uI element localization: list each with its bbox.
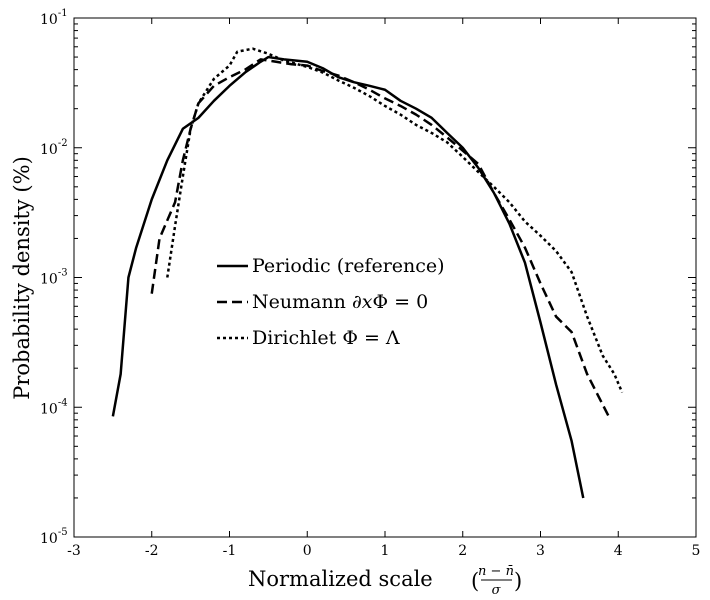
legend-label-periodic: Periodic (reference) <box>252 255 445 277</box>
series-line-dirichlet <box>166 47 624 393</box>
x-axis-label-denominator: σ <box>492 583 502 598</box>
x-tick-label: 5 <box>692 543 701 559</box>
x-tick-label: -2 <box>145 543 159 559</box>
series-line-periodic <box>111 55 585 499</box>
x-tick-label: 1 <box>381 543 390 559</box>
series-line-neumann <box>150 58 612 421</box>
y-tick-label: 10-1 <box>40 8 68 28</box>
legend: Periodic (reference) Neumann ∂xΦ = 0 Dir… <box>217 255 445 349</box>
x-tick-label: 3 <box>536 543 545 559</box>
x-tick-label: 4 <box>614 543 623 559</box>
y-tick-label: 10-3 <box>40 268 68 288</box>
y-tick-label: 10-2 <box>40 138 68 158</box>
x-tick-label: -1 <box>223 543 237 559</box>
y-tick-label: 10-5 <box>40 527 68 547</box>
axis-ticks <box>73 17 697 538</box>
y-tick-label: 10-4 <box>40 397 68 417</box>
x-axis-label: Normalized scale <box>248 567 433 591</box>
series-layer <box>111 47 624 499</box>
x-tick-label: 2 <box>458 543 467 559</box>
legend-label-dirichlet: Dirichlet Φ = Λ <box>252 327 400 349</box>
x-tick-label: 0 <box>303 543 312 559</box>
axis-tick-labels: -3 -2 -1 0 1 2 3 4 5 10-5 10-4 10-3 10-2 10-1 <box>40 8 700 559</box>
legend-label-neumann: Neumann ∂xΦ = 0 <box>252 291 428 313</box>
x-axis-label-numerator: n − n̄ <box>478 564 514 579</box>
x-axis-label-paren-close: ) <box>514 569 522 593</box>
x-axis-label-paren-open: ( <box>471 569 479 593</box>
y-axis-label: Probability density (%) <box>10 156 34 400</box>
x-tick-label: -3 <box>67 543 81 559</box>
x-axis-title: Normalized scale ( n − n̄ σ ) <box>248 564 522 598</box>
